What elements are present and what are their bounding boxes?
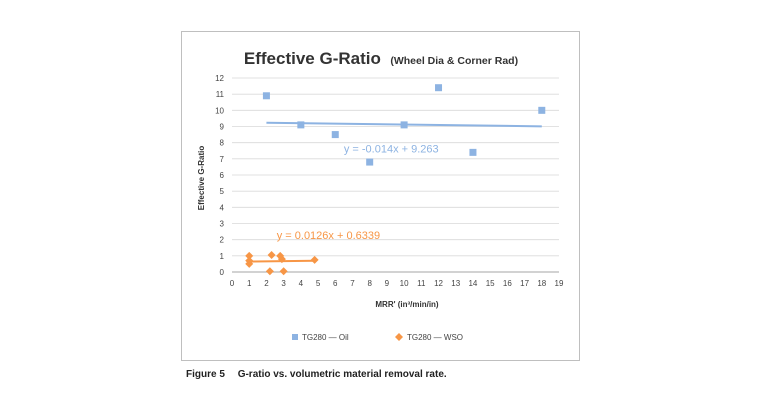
trendline-equation-0: y = -0.014x + 9.263 (344, 143, 439, 155)
legend-swatch-oil (292, 334, 298, 340)
chart-title: Effective G-Ratio (Wheel Dia & Corner Ra… (244, 49, 518, 68)
legend-label-oil: TG280 — Oil (302, 333, 349, 342)
data-point-wso-1 (245, 256, 254, 265)
y-tick-label-1: 1 (220, 252, 225, 261)
figure-caption: Figure 5 G-ratio vs. volumetric material… (186, 369, 447, 380)
x-tick-label-2: 2 (264, 279, 269, 288)
data-point-oil-2 (331, 131, 339, 139)
data-point-oil-3 (366, 158, 374, 166)
x-tick-label-0: 0 (230, 279, 235, 288)
legend-label-wso: TG280 — WSO (407, 333, 463, 342)
x-tick-label-16: 16 (503, 279, 512, 288)
y-tick-label-6: 6 (220, 171, 225, 180)
y-axis-label: Effective G-Ratio (197, 146, 206, 211)
y-tick-label-7: 7 (220, 155, 225, 164)
data-point-oil-6 (469, 148, 477, 156)
y-tick-label-11: 11 (216, 90, 225, 99)
chart-subtitle: (Wheel Dia & Corner Rad) (390, 55, 518, 67)
data-points (245, 84, 546, 276)
figure-caption-text: G-ratio vs. volumetric material removal … (237, 369, 447, 380)
figure-number: Figure 5 (186, 369, 225, 380)
y-tick-label-3: 3 (220, 220, 225, 229)
x-tick-label-1: 1 (247, 279, 252, 288)
legend-item-wso: TG280 — WSO (395, 333, 463, 342)
x-tick-label-7: 7 (350, 279, 355, 288)
data-point-oil-5 (435, 84, 443, 92)
x-tick-label-14: 14 (468, 279, 477, 288)
x-tick-label-3: 3 (281, 279, 286, 288)
y-tick-label-5: 5 (220, 187, 225, 196)
legend: TG280 — Oil TG280 — WSO (292, 333, 463, 342)
g-ratio-chart: Effective G-Ratio (Wheel Dia & Corner Ra… (197, 49, 564, 342)
x-tick-label-19: 19 (555, 279, 564, 288)
x-tick-label-17: 17 (520, 279, 529, 288)
y-tick-label-12: 12 (215, 74, 224, 83)
legend-item-oil: TG280 — Oil (292, 333, 349, 342)
data-point-wso-3 (265, 267, 274, 276)
data-point-wso-2 (245, 251, 254, 260)
grid-lines (232, 77, 559, 273)
data-point-oil-7 (538, 106, 546, 114)
data-point-oil-1 (297, 121, 305, 129)
x-tick-label-13: 13 (451, 279, 460, 288)
x-tick-label-18: 18 (537, 279, 546, 288)
x-tick-label-9: 9 (385, 279, 390, 288)
data-point-wso-4 (267, 251, 276, 260)
y-tick-label-4: 4 (220, 203, 225, 212)
data-point-wso-8 (310, 255, 319, 264)
y-tick-label-0: 0 (220, 268, 225, 277)
x-tick-label-11: 11 (417, 279, 426, 288)
x-axis-label: MRR' (in³/min/in) (375, 300, 439, 309)
chart-frame: Effective G-Ratio (Wheel Dia & Corner Ra… (181, 31, 580, 361)
trendline-equation-1: y = 0.0126x + 0.6339 (277, 230, 380, 242)
y-tick-label-9: 9 (220, 123, 225, 132)
x-tick-label-4: 4 (299, 279, 304, 288)
data-point-wso-7 (279, 267, 288, 276)
y-tick-label-8: 8 (220, 139, 225, 148)
x-tick-label-10: 10 (400, 279, 409, 288)
x-tick-label-8: 8 (367, 279, 372, 288)
legend-swatch-wso (395, 333, 403, 341)
x-tick-label-15: 15 (486, 279, 495, 288)
x-tick-label-5: 5 (316, 279, 321, 288)
data-point-oil-0 (262, 92, 270, 100)
y-tick-label-10: 10 (215, 106, 224, 115)
y-tick-label-2: 2 (220, 236, 225, 245)
trendline-labels: y = -0.014x + 9.263 y = 0.0126x + 0.6339 (277, 143, 439, 241)
data-point-oil-4 (400, 121, 408, 129)
chart-title-main: Effective G-Ratio (244, 49, 381, 68)
x-tick-label-6: 6 (333, 279, 338, 288)
x-tick-label-12: 12 (434, 279, 443, 288)
